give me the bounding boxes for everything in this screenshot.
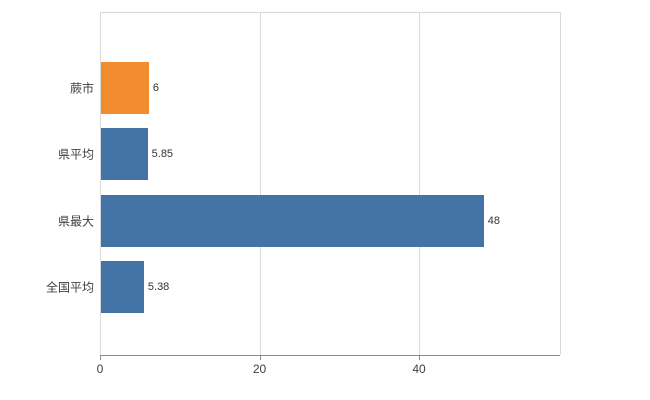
- plot-border-right: [560, 12, 561, 355]
- gridline: [100, 12, 101, 355]
- bar: [101, 128, 148, 180]
- value-label: 48: [487, 214, 501, 227]
- plot-border-top: [100, 12, 560, 13]
- gridline: [419, 12, 420, 355]
- category-label: 県平均: [57, 147, 94, 162]
- gridline: [259, 12, 261, 355]
- x-tick-mark: [419, 356, 420, 360]
- value-label: 5.85: [151, 148, 174, 160]
- value-label: 6: [152, 81, 159, 94]
- x-tick-mark: [259, 356, 261, 360]
- bar: [101, 261, 144, 313]
- value-label: 5.38: [147, 281, 170, 293]
- category-label: 全国平均: [45, 280, 94, 295]
- x-tick-mark: [100, 356, 101, 360]
- x-tick-label: 20: [252, 362, 267, 376]
- x-axis-line: [100, 355, 560, 356]
- bar: [101, 61, 149, 114]
- x-tick-label: 0: [96, 362, 104, 376]
- bar: [101, 194, 484, 247]
- category-label: 蕨市: [69, 81, 94, 95]
- x-tick-label: 40: [412, 362, 426, 376]
- category-label: 県最大: [57, 214, 94, 228]
